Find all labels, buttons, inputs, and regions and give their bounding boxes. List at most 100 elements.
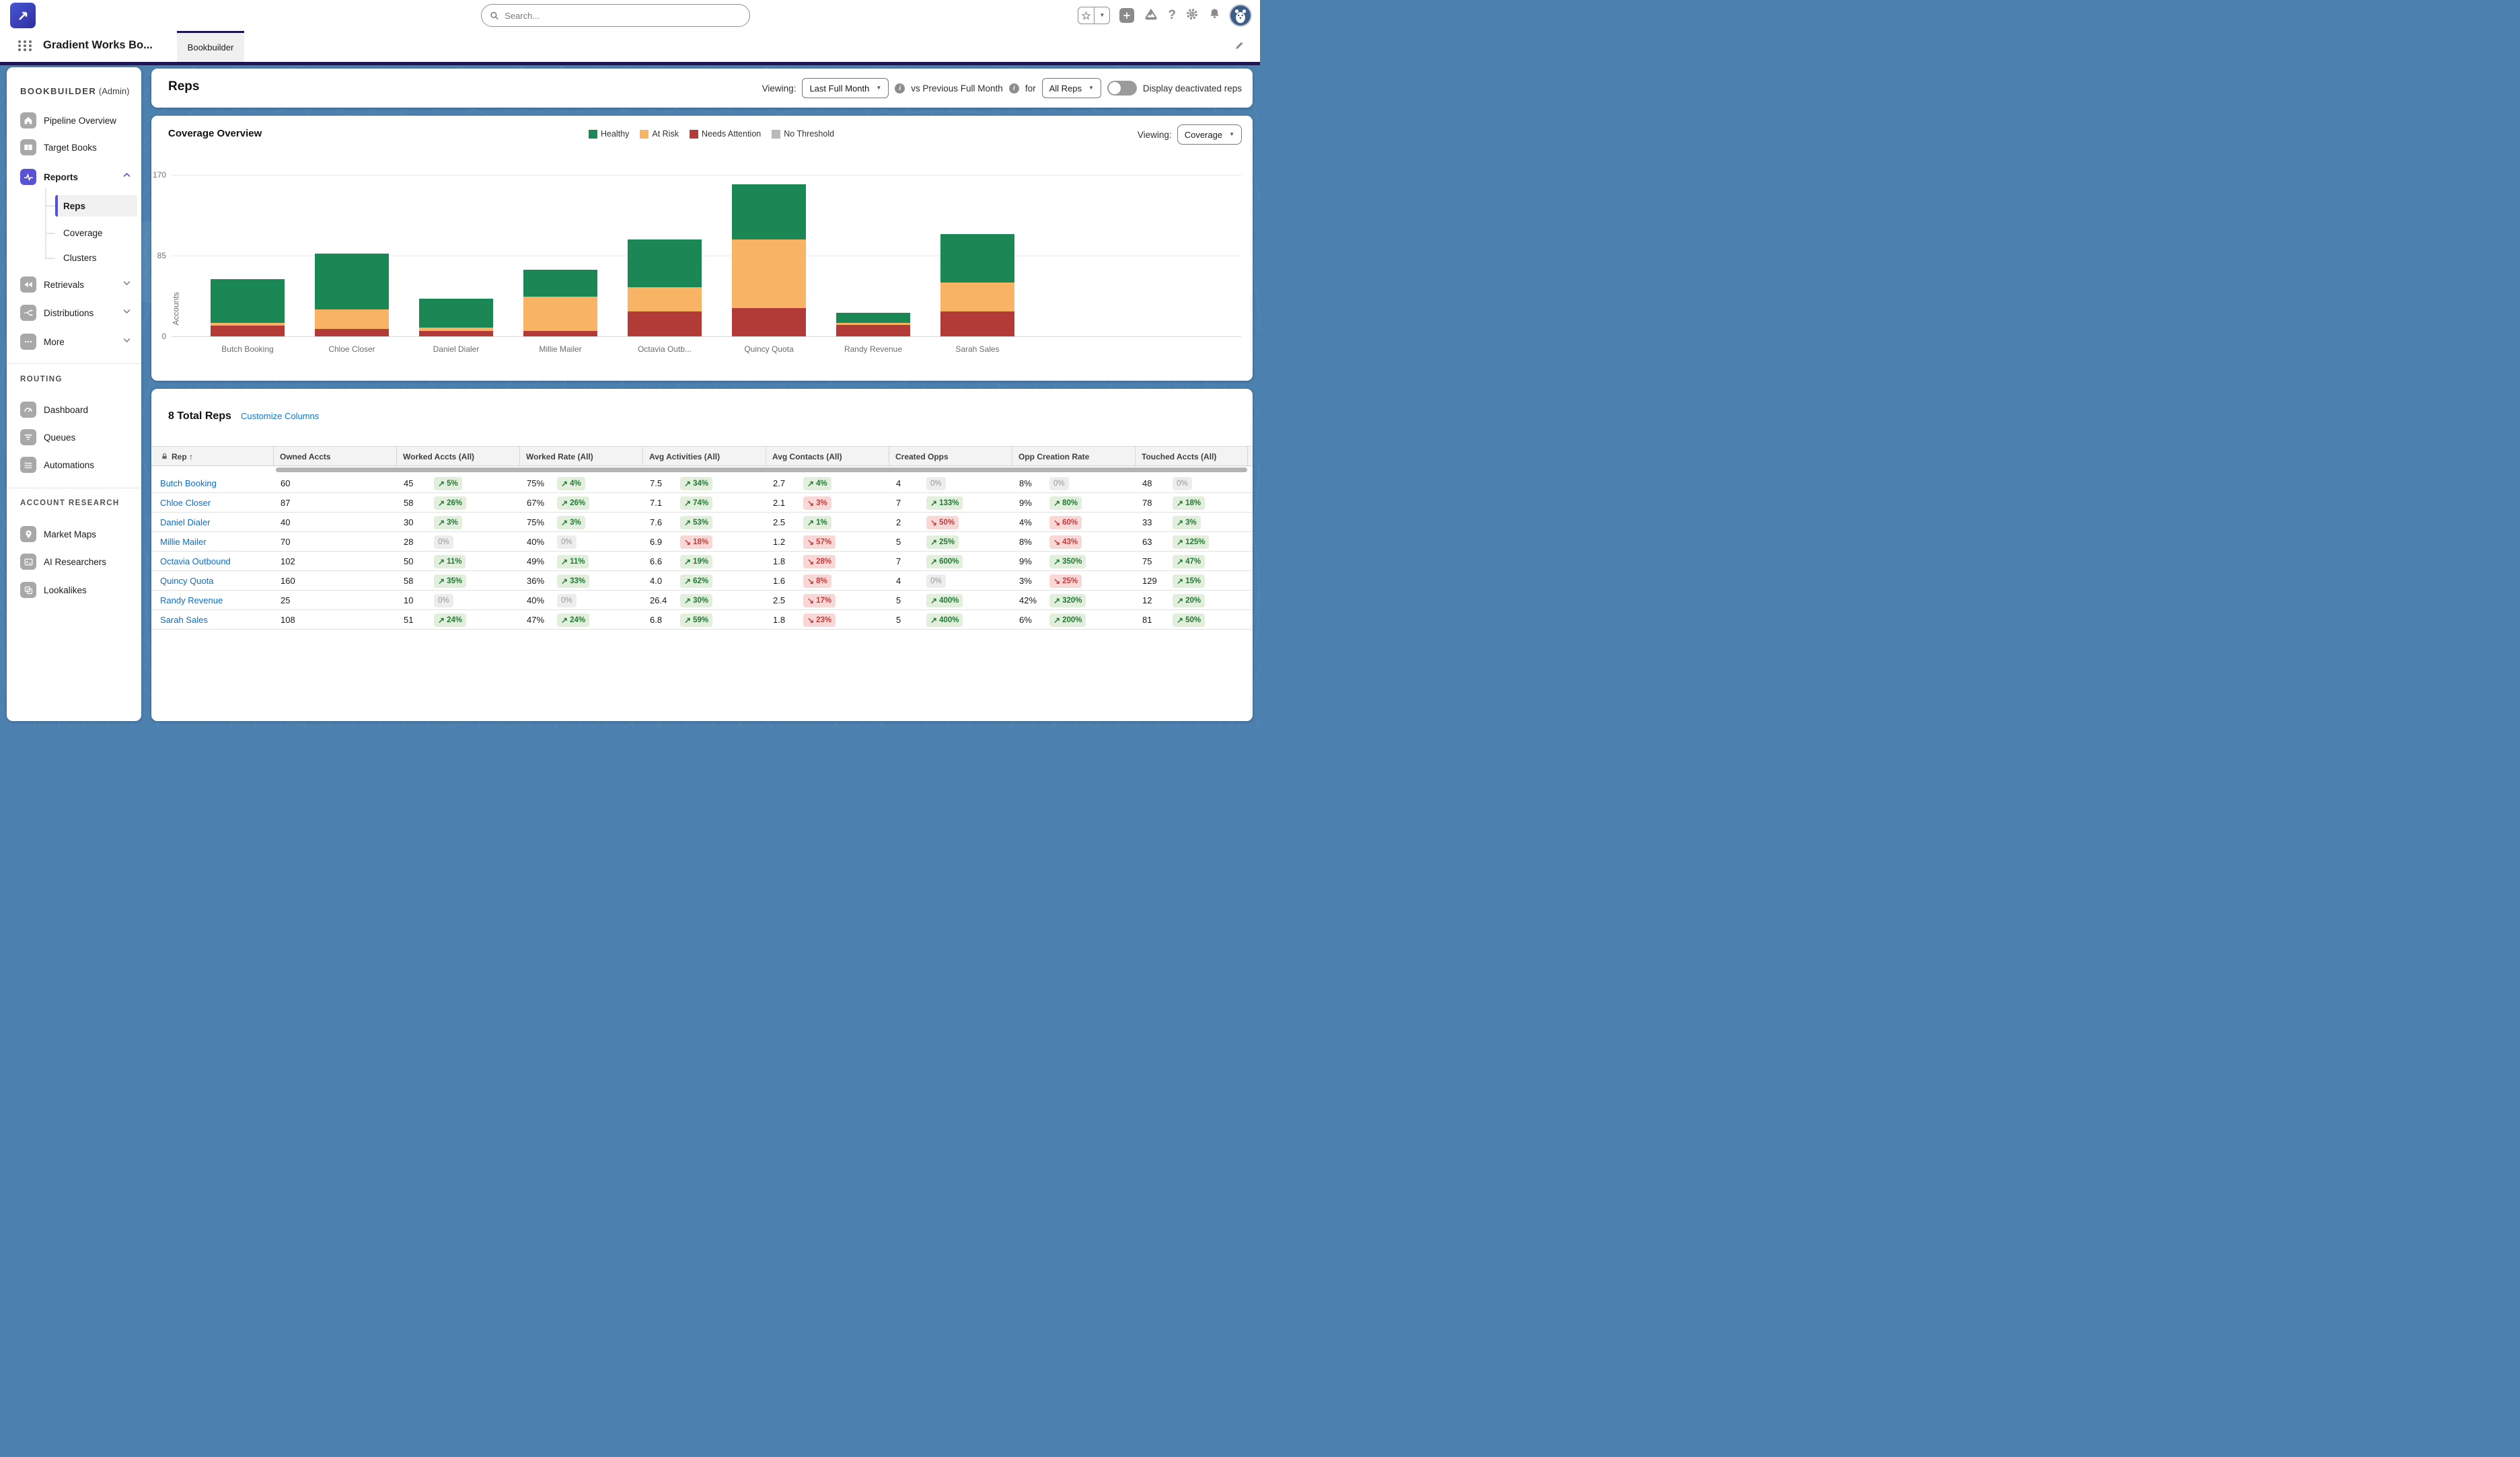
bar-segment-healthy[interactable] — [836, 312, 910, 324]
bar-segment-at-risk[interactable] — [836, 323, 910, 326]
trend-up-icon: ↗ — [1177, 498, 1184, 508]
column-header-opp-creation-rate[interactable]: Opp Creation Rate — [1012, 447, 1136, 466]
bar-segment-needs-attention[interactable] — [940, 311, 1014, 336]
bar-segment-needs-attention[interactable] — [836, 325, 910, 336]
column-header-worked-rate-all-[interactable]: Worked Rate (All) — [520, 447, 643, 466]
bar-segment-healthy[interactable] — [940, 233, 1014, 283]
chevron-down-icon[interactable] — [122, 306, 132, 320]
bar-segment-needs-attention[interactable] — [523, 330, 597, 336]
edit-pencil-icon[interactable] — [1234, 40, 1245, 54]
bar-segment-needs-attention[interactable] — [628, 311, 702, 336]
bar-segment-healthy[interactable] — [211, 279, 285, 324]
sidebar-subitem-label: Reps — [63, 200, 86, 211]
sidebar-item-retrievals[interactable]: Retrievals — [20, 276, 132, 293]
chevron-down-icon[interactable] — [122, 278, 132, 291]
change-percent: 18% — [693, 537, 709, 546]
trend-up-icon: ↗ — [930, 615, 938, 625]
info-icon[interactable]: i — [895, 83, 905, 94]
bar-segment-at-risk[interactable] — [628, 287, 702, 312]
app-name[interactable]: Gradient Works Bo... — [43, 39, 153, 51]
add-icon[interactable] — [1119, 8, 1135, 23]
global-search[interactable] — [481, 4, 750, 27]
change-badge-flat: 0% — [434, 593, 453, 607]
column-header-created-opps[interactable]: Created Opps — [889, 447, 1012, 466]
info-icon[interactable]: i — [1008, 83, 1019, 94]
sidebar-item-reports[interactable]: Reports — [20, 168, 132, 186]
bar-segment-at-risk[interactable] — [523, 296, 597, 331]
column-header-worked-accts-all-[interactable]: Worked Accts (All) — [397, 447, 520, 466]
column-header-touched-accts-all-[interactable]: Touched Accts (All) — [1136, 447, 1248, 466]
chevron-down-icon[interactable] — [122, 335, 132, 348]
rep-link[interactable]: Chloe Closer — [160, 498, 211, 508]
change-badge-up: ↗ 320% — [1049, 593, 1086, 607]
chevron-up-icon[interactable] — [122, 170, 132, 184]
bar-segment-at-risk[interactable] — [419, 328, 493, 331]
app-launcher-waffle-icon[interactable] — [18, 40, 33, 51]
scope-dropdown[interactable]: All Reps ▼ — [1041, 78, 1101, 98]
column-header-avg-activities-all-[interactable]: Avg Activities (All) — [643, 447, 766, 466]
favorites-star-icon[interactable] — [1078, 7, 1094, 24]
rep-link[interactable]: Daniel Dialer — [160, 517, 211, 527]
user-avatar[interactable] — [1230, 5, 1251, 26]
tab-bookbuilder[interactable]: Bookbuilder — [177, 31, 244, 62]
display-deactivated-toggle[interactable] — [1107, 81, 1137, 96]
column-header-owned-accts[interactable]: Owned Accts — [274, 447, 397, 466]
bar-segment-at-risk[interactable] — [732, 239, 806, 308]
gradient-works-logo — [10, 3, 36, 28]
sidebar-item-market-maps[interactable]: Market Maps — [20, 525, 132, 543]
rep-link[interactable]: Quincy Quota — [160, 576, 214, 586]
sidebar-item-lookalikes[interactable]: Lookalikes — [20, 581, 132, 599]
change-percent: 5% — [447, 479, 458, 488]
sidebar-subitem-coverage[interactable]: Coverage — [55, 222, 137, 244]
change-percent: 3% — [447, 518, 458, 527]
table-horizontal-scrollbar[interactable] — [276, 468, 1247, 472]
trailhead-icon[interactable] — [1144, 7, 1158, 25]
setup-gear-icon[interactable] — [1185, 7, 1199, 24]
bar-segment-at-risk[interactable] — [315, 309, 389, 329]
change-percent: 50% — [939, 518, 955, 527]
favorites-caret-icon[interactable]: ▼ — [1094, 7, 1109, 24]
change-badge-up: ↗ 33% — [557, 574, 590, 588]
bar-segment-needs-attention[interactable] — [315, 328, 389, 336]
favorites-control[interactable]: ▼ — [1078, 7, 1111, 24]
bar-segment-healthy[interactable] — [732, 184, 806, 239]
bar-segment-needs-attention[interactable] — [732, 307, 806, 336]
period-dropdown[interactable]: Last Full Month ▼ — [802, 78, 889, 98]
rep-link[interactable]: Millie Mailer — [160, 537, 207, 547]
sidebar-subitem-clusters[interactable]: Clusters — [55, 247, 137, 268]
sidebar-item-dashboard[interactable]: Dashboard — [20, 401, 132, 418]
rep-link[interactable]: Sarah Sales — [160, 615, 208, 625]
sidebar-item-automations[interactable]: Automations — [20, 456, 132, 474]
bar-segment-healthy[interactable] — [315, 254, 389, 310]
sidebar-item-pipeline-overview[interactable]: Pipeline Overview — [20, 112, 132, 129]
chart-view-dropdown[interactable]: Coverage ▼ — [1177, 124, 1242, 145]
sidebar-subitem-reps[interactable]: Reps — [55, 195, 137, 217]
sidebar-item-ai-researchers[interactable]: AI Researchers — [20, 553, 132, 570]
change-percent: 400% — [939, 615, 959, 624]
cell-value: 6.8 — [650, 615, 663, 625]
bar-segment-at-risk[interactable] — [940, 282, 1014, 312]
sidebar-item-queues[interactable]: Queues — [20, 428, 132, 446]
bar-segment-healthy[interactable] — [523, 270, 597, 297]
notifications-bell-icon[interactable] — [1208, 7, 1221, 24]
trend-down-icon: ↘ — [807, 537, 815, 547]
bar-segment-needs-attention[interactable] — [419, 330, 493, 336]
customize-columns-link[interactable]: Customize Columns — [240, 411, 320, 421]
cell-value: 108 — [281, 615, 295, 625]
bar-segment-needs-attention[interactable] — [211, 326, 285, 336]
rep-link[interactable]: Octavia Outbound — [160, 556, 231, 566]
sidebar-item-distributions[interactable]: Distributions — [20, 304, 132, 322]
column-header-rep[interactable]: Rep ↑ — [155, 447, 274, 466]
help-icon[interactable]: ? — [1168, 8, 1176, 22]
change-badge-down: ↘ 17% — [803, 593, 836, 607]
rep-link[interactable]: Butch Booking — [160, 478, 217, 488]
sidebar-item-target-books[interactable]: Target Books — [20, 139, 132, 156]
bar-segment-at-risk[interactable] — [211, 323, 285, 326]
sidebar-item-more[interactable]: More — [20, 333, 132, 350]
column-header-avg-contacts-all-[interactable]: Avg Contacts (All) — [766, 447, 889, 466]
bar-segment-healthy[interactable] — [628, 239, 702, 287]
cell-value: 5 — [896, 537, 901, 547]
bar-segment-healthy[interactable] — [419, 298, 493, 328]
rep-link[interactable]: Randy Revenue — [160, 595, 223, 605]
search-input[interactable] — [505, 10, 741, 21]
